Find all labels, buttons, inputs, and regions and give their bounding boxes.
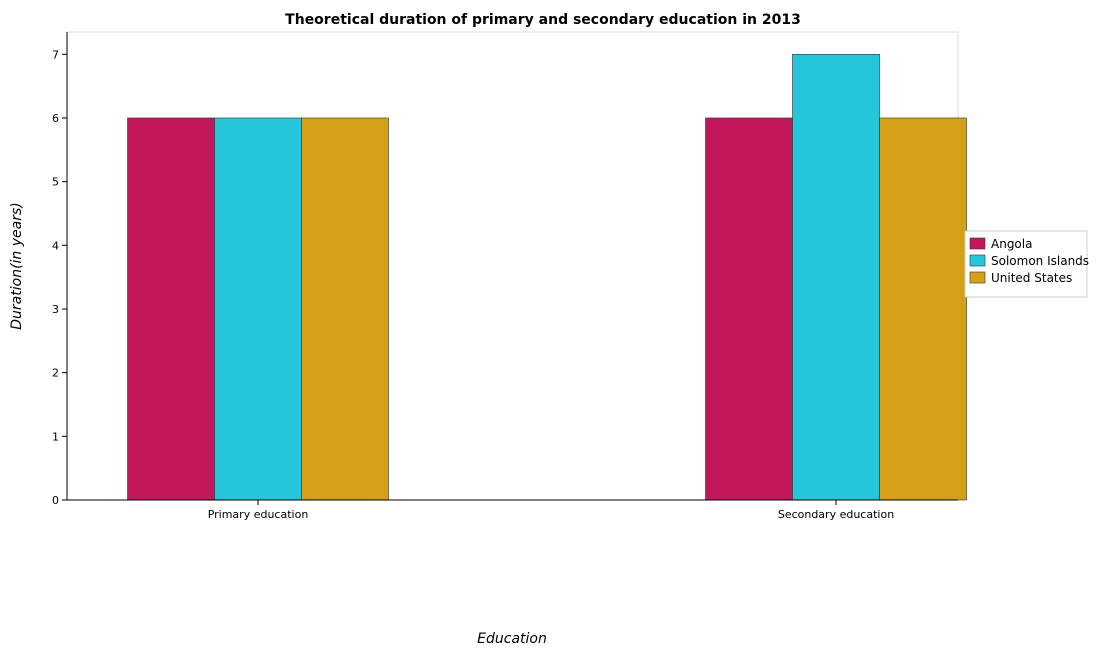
bar-angola-2 <box>705 117 793 501</box>
y-axis: 0 1 2 3 4 5 6 7 <box>52 32 68 507</box>
y-tick-label: 2 <box>52 367 59 380</box>
legend-label: United States <box>991 271 1072 285</box>
bar-angola-1 <box>127 117 215 501</box>
legend: Angola Solomon Islands United States <box>964 230 1089 298</box>
y-tick-label: 5 <box>52 176 59 189</box>
x-axis: Primary education Secondary education <box>67 499 958 521</box>
bar-solomon-islands-1 <box>214 117 302 501</box>
y-tick-label: 3 <box>52 303 59 316</box>
bar-united-states-2 <box>879 117 967 501</box>
legend-label: Angola <box>991 237 1032 251</box>
x-axis-label: Education <box>477 631 547 647</box>
x-tick-label: Secondary education <box>778 508 894 521</box>
y-tick-label: 0 <box>52 494 59 507</box>
legend-label: Solomon Islands <box>991 254 1089 268</box>
legend-swatch <box>969 271 986 284</box>
legend-swatch <box>969 254 986 267</box>
y-tick-label: 7 <box>52 48 59 61</box>
y-tick-label: 1 <box>52 430 59 443</box>
legend-box <box>964 230 1088 298</box>
x-tick-label: Primary education <box>208 508 309 521</box>
bar-solomon-islands-2 <box>792 53 880 501</box>
chart-title: Theoretical duration of primary and seco… <box>285 12 801 28</box>
legend-swatch <box>969 237 986 250</box>
bar-united-states-1 <box>301 117 389 501</box>
y-tick-label: 6 <box>52 112 59 125</box>
bars-group <box>127 53 967 501</box>
y-tick-label: 4 <box>52 239 59 252</box>
y-axis-label: Duration(in years) <box>9 202 25 329</box>
